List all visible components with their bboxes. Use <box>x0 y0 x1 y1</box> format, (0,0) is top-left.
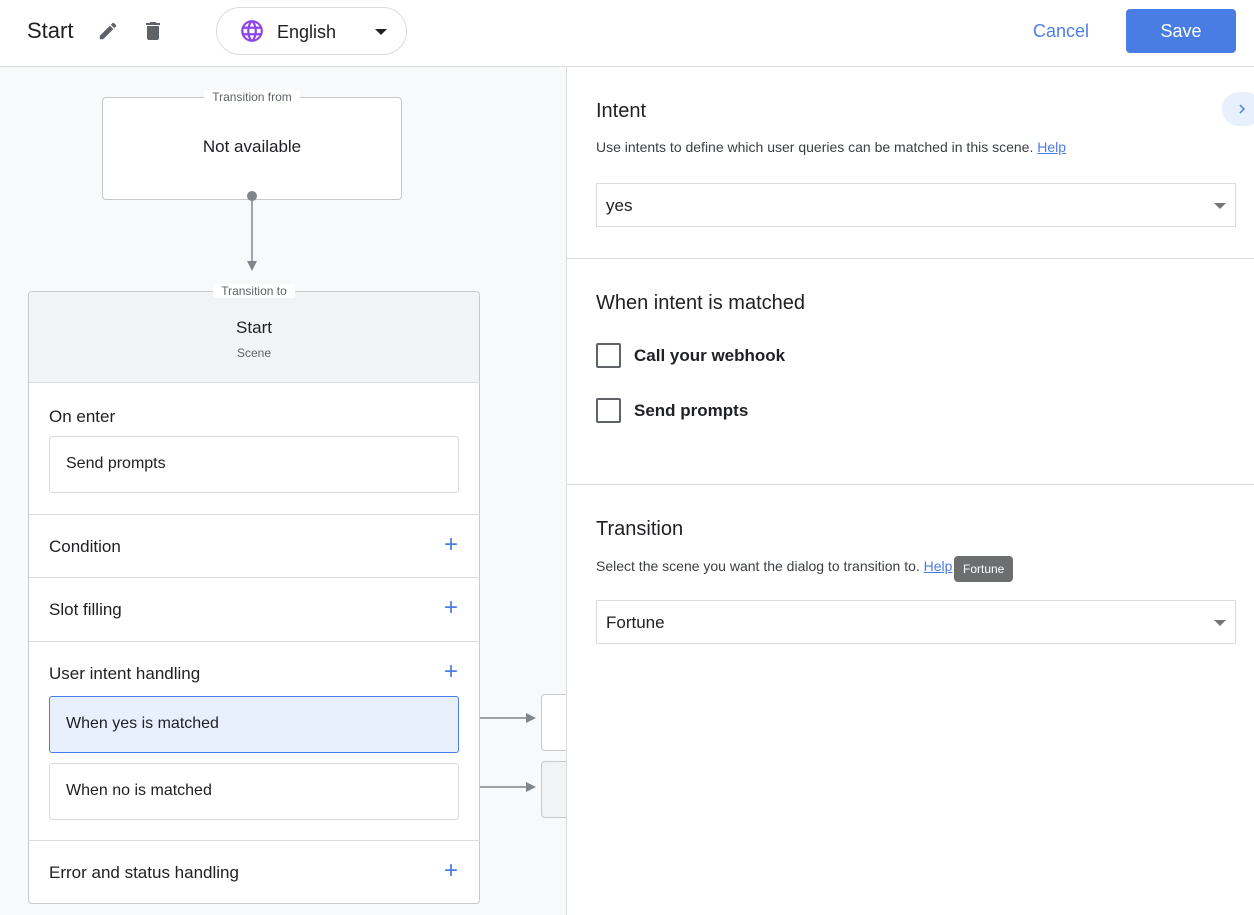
globe-icon <box>241 20 263 42</box>
checkbox-label: Send prompts <box>634 400 749 420</box>
language-selector[interactable]: English <box>216 7 407 55</box>
save-button[interactable]: Save <box>1126 9 1236 53</box>
checkbox-icon <box>596 398 621 423</box>
error-status-section: Error and status handling + <box>29 840 480 904</box>
call-webhook-checkbox[interactable]: Call your webhook <box>596 343 785 368</box>
delete-icon[interactable] <box>141 18 165 44</box>
intent-title: Intent <box>596 100 647 122</box>
divider <box>567 484 1254 485</box>
scene-type: Scene <box>236 346 272 360</box>
section-label: Condition <box>49 537 121 556</box>
condition-section: Condition + <box>29 514 480 577</box>
transition-value: Fortune <box>606 613 665 632</box>
language-label: English <box>277 22 337 42</box>
cancel-button[interactable]: Cancel <box>1032 20 1090 41</box>
scene-card: Transition to Start Scene On enter Send … <box>28 284 480 904</box>
section-label: Slot filling <box>49 600 122 619</box>
intent-help-link[interactable]: Help <box>1037 139 1067 155</box>
send-prompts-checkbox[interactable]: Send prompts <box>596 398 748 423</box>
matched-title: When intent is matched <box>596 292 805 314</box>
intent-handler-yes[interactable]: When yes is matched <box>49 696 459 753</box>
user-intent-section: User intent handling + When yes is match… <box>29 641 480 840</box>
dropdown-caret-icon <box>1214 203 1226 209</box>
transition-from-card[interactable]: Transition from Not available <box>102 90 402 200</box>
on-enter-section: On enter Send prompts <box>29 382 480 514</box>
transition-description: Select the scene you want the dialog to … <box>596 558 920 574</box>
scene-title: Start <box>27 18 74 43</box>
tooltip: Fortune <box>954 556 1014 582</box>
dropdown-caret-icon <box>1214 620 1226 626</box>
add-slot-icon[interactable]: + <box>443 594 458 621</box>
checkbox-label: Call your webhook <box>634 345 786 365</box>
collapse-panel-button[interactable] <box>1222 92 1254 126</box>
section-label: On enter <box>49 407 116 426</box>
transition-to-label: Transition to <box>213 284 295 298</box>
transition-from-value: Not available <box>202 137 302 156</box>
scene-name: Start <box>236 318 272 337</box>
scene-header[interactable]: Transition to Start Scene <box>29 284 479 382</box>
edit-icon[interactable] <box>97 20 119 42</box>
transition-from-label: Transition from <box>204 90 300 104</box>
slot-filling-section: Slot filling + <box>29 577 480 641</box>
add-intent-icon[interactable]: + <box>443 658 458 685</box>
transition-select[interactable]: Fortune <box>596 600 1236 644</box>
chevron-right-icon <box>1239 104 1245 114</box>
target-scene-card[interactable] <box>541 761 566 818</box>
intent-select[interactable]: yes <box>596 183 1236 227</box>
flow-canvas: Transition from Not available Transition… <box>0 67 567 915</box>
intent-value: yes <box>606 196 633 215</box>
intent-handler-no[interactable]: When no is matched <box>49 763 459 820</box>
checkbox-icon <box>596 343 621 368</box>
add-condition-icon[interactable]: + <box>443 531 458 558</box>
target-scene-card[interactable] <box>541 694 566 751</box>
add-error-handler-icon[interactable]: + <box>443 857 458 884</box>
transition-help-link[interactable]: Help <box>923 558 953 574</box>
chevron-down-icon <box>375 29 387 35</box>
intent-description: Use intents to define which user queries… <box>596 139 1034 155</box>
divider <box>567 258 1254 259</box>
on-enter-send-prompts[interactable]: Send prompts <box>49 436 459 493</box>
top-bar: Start English Cancel Save <box>0 0 1254 67</box>
section-label: Error and status handling <box>49 863 239 882</box>
transition-title: Transition <box>596 518 684 540</box>
section-label: User intent handling <box>49 664 201 683</box>
arrow-head <box>247 261 257 271</box>
